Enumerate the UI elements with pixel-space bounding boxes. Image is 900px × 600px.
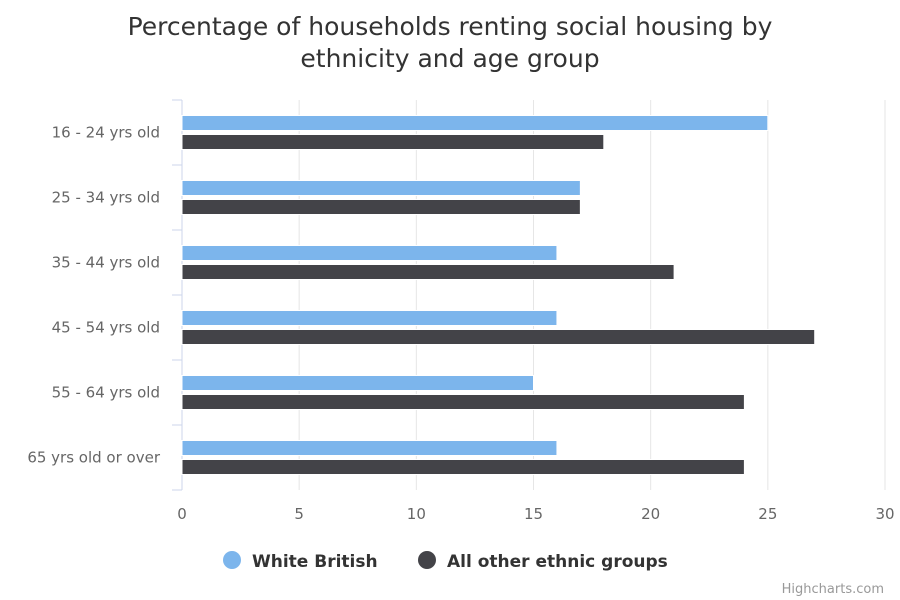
bar-white-british-3[interactable] [181,310,558,326]
bar-white-british-5[interactable] [181,440,558,456]
x-tick-labels: 0 5 10 15 20 25 30 [177,505,894,523]
category-label: 16 - 24 yrs old [52,124,160,142]
bar-white-british-1[interactable] [181,180,581,196]
x-tick-label-20: 20 [641,505,660,523]
gridlines [298,100,886,490]
bar-all-other-4[interactable] [181,394,745,410]
bar-all-other-3[interactable] [181,329,816,345]
legend: White British All other ethnic groups [223,551,668,572]
bar-all-other-1[interactable] [181,199,581,215]
bar-white-british-4[interactable] [181,375,534,391]
x-tick-label-15: 15 [524,505,543,523]
bar-white-british-2[interactable] [181,245,558,261]
category-label: 55 - 64 yrs old [52,384,160,402]
x-tick-label-0: 0 [177,505,187,523]
chart-title-line-2: ethnicity and age group [300,44,599,73]
x-tick-label-25: 25 [758,505,777,523]
category-axis [172,99,183,491]
legend-label-white-british: White British [252,552,378,572]
x-tick-label-10: 10 [407,505,426,523]
bars [181,115,816,475]
chart-title-line-1: Percentage of households renting social … [128,12,773,41]
x-tick-label-5: 5 [294,505,304,523]
legend-item-white-british[interactable]: White British [223,551,378,572]
bar-all-other-5[interactable] [181,459,745,475]
bar-all-other-0[interactable] [181,134,605,150]
category-labels: 16 - 24 yrs old 25 - 34 yrs old 35 - 44 yr… [27,124,161,467]
credits-link[interactable]: Highcharts.com [782,582,884,597]
legend-marker-all-other [418,551,436,569]
x-tick-label-30: 30 [875,505,894,523]
legend-marker-white-british [223,551,241,569]
category-label: 25 - 34 yrs old [52,189,160,207]
bar-all-other-2[interactable] [181,264,675,280]
category-label: 35 - 44 yrs old [52,254,160,272]
legend-item-all-other-ethnic-groups[interactable]: All other ethnic groups [418,551,668,572]
legend-label-all-other: All other ethnic groups [447,552,668,572]
category-label: 45 - 54 yrs old [52,319,160,337]
category-label: 65 yrs old or over [27,449,161,467]
bar-white-british-0[interactable] [181,115,769,131]
